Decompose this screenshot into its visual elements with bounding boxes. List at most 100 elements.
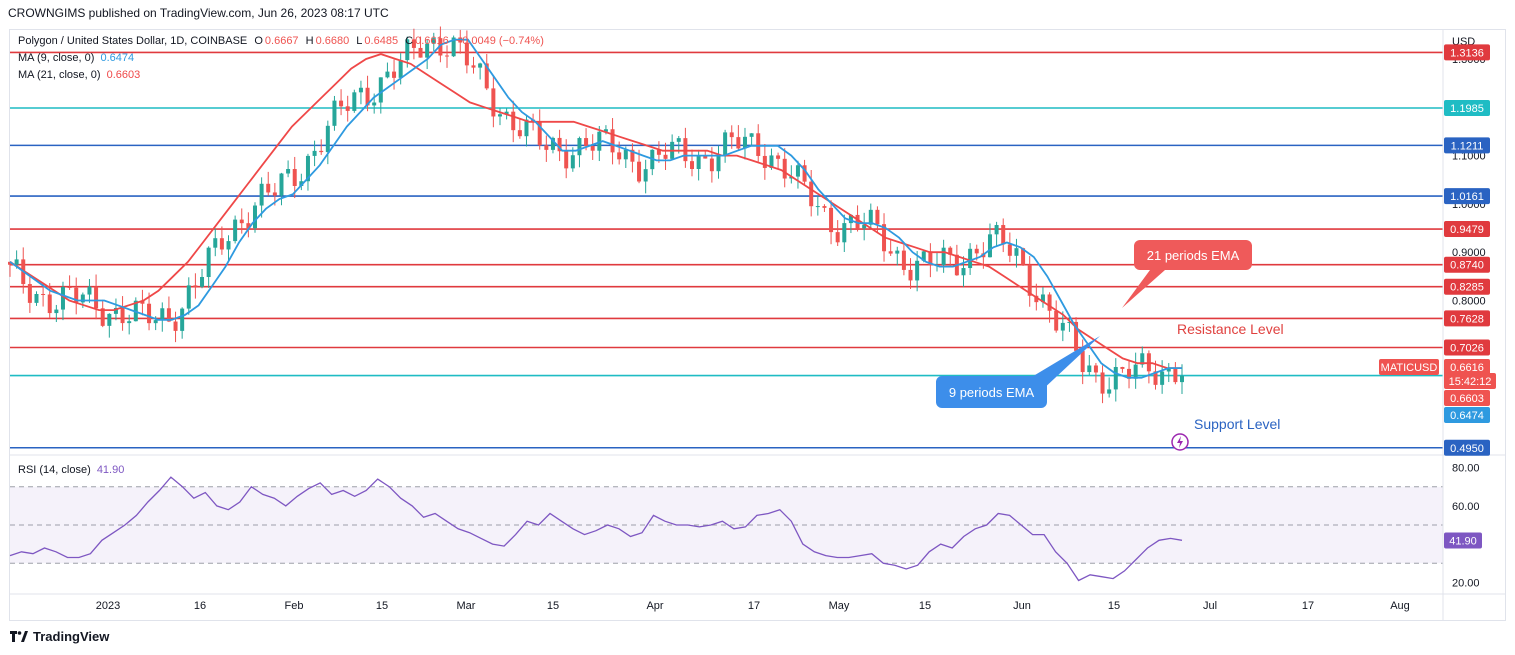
- brand-name: TradingView: [33, 629, 110, 644]
- candle-body: [782, 158, 787, 179]
- candle-body: [1007, 244, 1012, 256]
- time-tick-label: Feb: [285, 600, 304, 612]
- candle-body: [200, 277, 205, 287]
- level-tag: [1444, 256, 1490, 273]
- legend-main: Polygon / United States Dollar, 1D, COIN…: [18, 35, 544, 47]
- candle-body: [822, 206, 827, 208]
- resistance-label[interactable]: Resistance Level: [1177, 321, 1284, 337]
- candle-body: [1014, 248, 1019, 256]
- time-tick-label: Jun: [1013, 600, 1031, 612]
- candle-body: [385, 71, 390, 78]
- legend-high: 0.6680: [315, 35, 350, 47]
- candle-body: [484, 63, 489, 89]
- candle-body: [723, 132, 728, 157]
- legend-open-label: O: [254, 35, 263, 47]
- level-tag: [1444, 221, 1490, 238]
- time-tick-label: 15: [919, 600, 931, 612]
- level-tag-label: 1.1985: [1450, 103, 1484, 115]
- candle-body: [246, 223, 251, 229]
- candle-body: [663, 154, 668, 159]
- candle-body: [888, 251, 893, 254]
- candle-body: [100, 308, 105, 326]
- candle-body: [1153, 371, 1158, 385]
- candle-body: [497, 114, 502, 117]
- price-tag: [1444, 390, 1490, 406]
- candle-body: [411, 39, 416, 48]
- candle-body: [961, 268, 966, 276]
- level-tag-label: 0.8740: [1450, 260, 1484, 272]
- legend-rsi-value: 41.90: [96, 464, 125, 476]
- candle-body: [312, 150, 317, 156]
- level-tag: [1444, 339, 1490, 356]
- candle-body: [279, 173, 284, 196]
- candle-body: [1100, 372, 1105, 394]
- support-label[interactable]: Support Level: [1194, 416, 1281, 432]
- level-tag: [1444, 278, 1490, 295]
- candle-body: [776, 155, 781, 159]
- candle-body: [166, 308, 171, 322]
- tradingview-brand[interactable]: TradingView: [10, 629, 109, 644]
- candle-body: [54, 309, 59, 314]
- candle-body: [868, 209, 873, 225]
- candle-body: [8, 261, 12, 265]
- lightning-icon: [1177, 436, 1183, 448]
- ema9-callout-pointer: [1030, 336, 1100, 392]
- candle-body: [1021, 248, 1026, 265]
- candle-body: [557, 137, 562, 152]
- candle-body: [564, 151, 569, 169]
- candle-body: [915, 260, 920, 281]
- candle-body: [120, 307, 125, 324]
- time-tick-label: 2023: [96, 600, 120, 612]
- candle-body: [1060, 322, 1065, 331]
- candle-body: [1067, 321, 1072, 323]
- candle-body: [690, 161, 695, 169]
- price-tick-label: 1.1000: [1452, 151, 1486, 163]
- candle-body: [339, 100, 344, 107]
- price-tags: MATICUSD 0.6616 15:42:12 0.6603 0.6474: [1030, 270, 1496, 451]
- rsi-tick-label: 60.00: [1452, 501, 1480, 513]
- ema9-callout[interactable]: 9 periods EMA: [936, 376, 1047, 408]
- candle-body: [703, 155, 708, 159]
- time-tick-label: May: [829, 600, 850, 612]
- candle-body: [908, 269, 913, 281]
- legend-low: 0.6485: [364, 35, 399, 47]
- candle-body: [160, 308, 165, 321]
- candle-body: [1047, 294, 1052, 311]
- price-tag: [1444, 407, 1490, 423]
- legend-close-label: C: [405, 35, 414, 47]
- candle-body: [862, 224, 867, 229]
- candle-body: [41, 293, 46, 295]
- price-tag: [1379, 359, 1439, 375]
- ema21-callout[interactable]: 21 periods EMA: [1134, 240, 1252, 270]
- tradingview-logo-icon: [10, 631, 28, 642]
- time-tick-label: Aug: [1390, 600, 1410, 612]
- price-tick-label: 0.9000: [1452, 247, 1486, 259]
- candle-body: [67, 286, 72, 288]
- candle-body: [34, 293, 39, 303]
- candle-body: [127, 321, 132, 324]
- legend-open: 0.6667: [264, 35, 299, 47]
- candle-body: [603, 129, 608, 132]
- time-tick-label: 15: [376, 600, 388, 612]
- candle-body: [292, 169, 297, 186]
- candle-body: [590, 145, 595, 151]
- candle-body: [1127, 368, 1132, 379]
- candle-body: [153, 320, 158, 324]
- candle-body: [875, 209, 880, 225]
- candle-body: [696, 155, 701, 169]
- candle-body: [206, 247, 211, 278]
- candle-body: [597, 131, 602, 151]
- candle-body: [398, 60, 403, 78]
- candle-body: [1054, 310, 1059, 331]
- legend-ma9-value: 0.6474: [100, 52, 135, 64]
- candle-body: [855, 214, 860, 229]
- legend-ma21-label: MA (21, close, 0): [18, 69, 101, 81]
- time-tick-label: 15: [547, 600, 559, 612]
- candle-body: [550, 137, 555, 150]
- price-tag-label: MATICUSD: [1381, 362, 1438, 374]
- candle-body: [795, 165, 800, 177]
- candle-body: [451, 37, 456, 57]
- candle-body: [219, 238, 224, 250]
- candle-body: [47, 294, 52, 314]
